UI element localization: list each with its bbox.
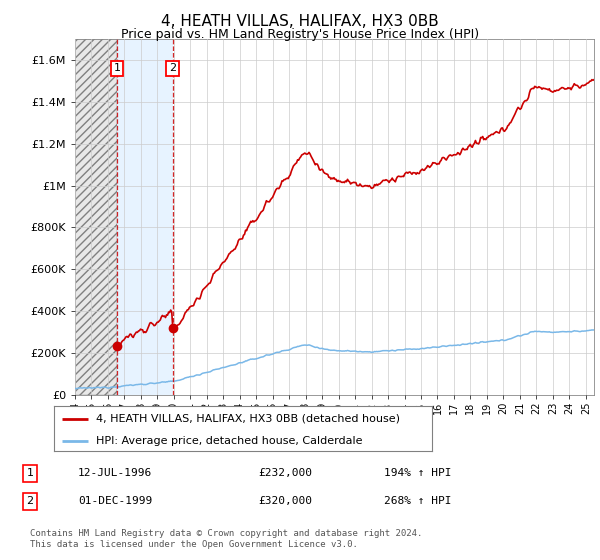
Text: Contains HM Land Registry data © Crown copyright and database right 2024.
This d: Contains HM Land Registry data © Crown c… — [30, 529, 422, 549]
Text: 194% ↑ HPI: 194% ↑ HPI — [384, 468, 452, 478]
Bar — [117, 39, 173, 395]
Text: Price paid vs. HM Land Registry's House Price Index (HPI): Price paid vs. HM Land Registry's House … — [121, 28, 479, 41]
Text: £232,000: £232,000 — [258, 468, 312, 478]
Text: £320,000: £320,000 — [258, 496, 312, 506]
Text: 01-DEC-1999: 01-DEC-1999 — [78, 496, 152, 506]
Text: 4, HEATH VILLAS, HALIFAX, HX3 0BB: 4, HEATH VILLAS, HALIFAX, HX3 0BB — [161, 14, 439, 29]
Bar — [75, 39, 117, 395]
Text: 1: 1 — [26, 468, 34, 478]
Text: 2: 2 — [26, 496, 34, 506]
Text: 12-JUL-1996: 12-JUL-1996 — [78, 468, 152, 478]
Text: HPI: Average price, detached house, Calderdale: HPI: Average price, detached house, Cald… — [95, 436, 362, 446]
Text: 1: 1 — [113, 63, 121, 73]
Text: 268% ↑ HPI: 268% ↑ HPI — [384, 496, 452, 506]
Text: 2: 2 — [169, 63, 176, 73]
Text: 4, HEATH VILLAS, HALIFAX, HX3 0BB (detached house): 4, HEATH VILLAS, HALIFAX, HX3 0BB (detac… — [95, 413, 400, 423]
